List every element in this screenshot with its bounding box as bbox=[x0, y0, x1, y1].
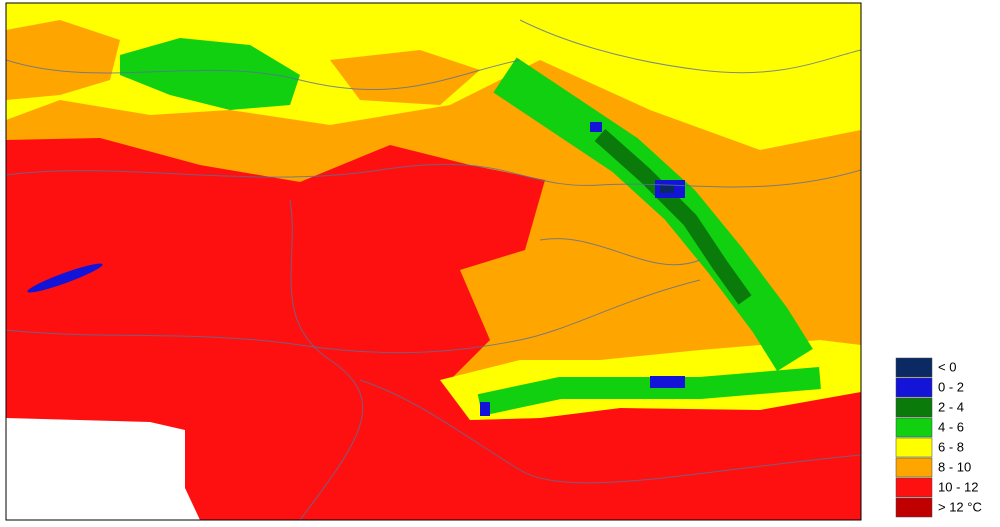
no-data-area bbox=[6, 418, 200, 520]
river bbox=[519, 19, 861, 74]
legend-label: < 0 bbox=[938, 359, 956, 374]
legend-label: 4 - 6 bbox=[938, 419, 964, 434]
river bbox=[289, 199, 364, 520]
region-0-2 bbox=[590, 122, 602, 132]
region-8-10-north bbox=[6, 20, 120, 100]
legend-label: 10 - 12 bbox=[938, 479, 978, 494]
river bbox=[6, 163, 861, 188]
region-0-2 bbox=[650, 376, 685, 388]
region-2-4 bbox=[594, 129, 752, 305]
lake bbox=[27, 263, 103, 293]
river bbox=[6, 59, 521, 91]
river bbox=[6, 279, 701, 354]
legend-swatch bbox=[895, 497, 933, 518]
region-4-6-north bbox=[120, 38, 300, 110]
legend-label: 0 - 2 bbox=[938, 379, 964, 394]
legend-swatch bbox=[895, 457, 933, 478]
legend-swatch bbox=[895, 437, 933, 458]
region-8-10-north-2 bbox=[330, 50, 480, 105]
legend: < 0 0 - 2 2 - 4 4 - 6 6 - 8 8 - 10 10 - 12 > 12… bbox=[895, 357, 982, 518]
region-0-2 bbox=[480, 402, 490, 416]
region-4-6-south bbox=[477, 367, 821, 416]
map bbox=[6, 3, 861, 520]
legend-swatch bbox=[895, 357, 933, 378]
legend-label: > 12 °C bbox=[938, 499, 982, 514]
legend-swatch bbox=[895, 377, 933, 398]
river bbox=[359, 379, 861, 484]
region-10-12 bbox=[6, 138, 861, 520]
legend-label: 8 - 10 bbox=[938, 459, 971, 474]
region-below-0 bbox=[660, 185, 674, 193]
river bbox=[539, 238, 701, 266]
legend-label: 6 - 8 bbox=[938, 439, 964, 454]
legend-swatch bbox=[895, 417, 933, 438]
legend-swatch bbox=[895, 397, 933, 418]
legend-label: 2 - 4 bbox=[938, 399, 964, 414]
map-frame bbox=[5, 2, 862, 521]
legend-swatch bbox=[895, 477, 933, 498]
